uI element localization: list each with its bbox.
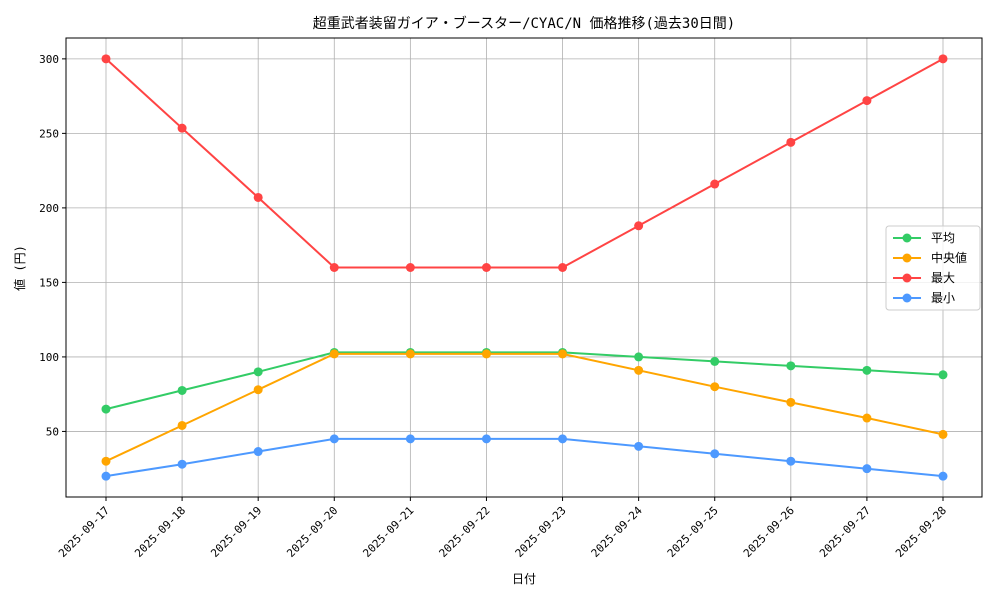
data-point bbox=[177, 459, 187, 469]
data-point bbox=[101, 456, 111, 466]
series-中央値 bbox=[101, 349, 948, 466]
data-point bbox=[558, 263, 568, 272]
data-point bbox=[405, 263, 415, 272]
data-point bbox=[101, 404, 111, 414]
x-tick-label: 2025-09-23 bbox=[513, 504, 569, 560]
series-line bbox=[105, 351, 944, 411]
x-tick-label: 2025-09-21 bbox=[360, 504, 416, 560]
series-最小 bbox=[101, 434, 948, 481]
data-point bbox=[862, 464, 872, 474]
x-tick-label: 2025-09-27 bbox=[817, 504, 873, 560]
grid-layer bbox=[66, 38, 982, 497]
x-tick-label: 2025-09-19 bbox=[208, 504, 264, 560]
x-tick-label: 2025-09-17 bbox=[56, 504, 112, 560]
legend-marker bbox=[902, 253, 912, 263]
data-point bbox=[786, 397, 796, 407]
data-point bbox=[710, 382, 720, 392]
data-point bbox=[177, 420, 187, 430]
y-axis-label: 値 (円) bbox=[12, 245, 27, 291]
data-point bbox=[405, 434, 415, 444]
x-tick-label: 2025-09-28 bbox=[893, 504, 949, 560]
data-point bbox=[634, 441, 644, 451]
data-point bbox=[253, 385, 263, 395]
data-point bbox=[481, 263, 491, 272]
series-最大 bbox=[101, 54, 948, 272]
y-tick-label: 200 bbox=[39, 202, 59, 215]
series-line bbox=[105, 437, 944, 478]
data-point bbox=[862, 96, 872, 106]
data-point bbox=[329, 263, 339, 272]
legend-label: 中央値 bbox=[931, 250, 967, 265]
data-point bbox=[786, 456, 796, 466]
data-point bbox=[558, 349, 568, 359]
data-point bbox=[786, 361, 796, 371]
data-point bbox=[329, 434, 339, 444]
data-point bbox=[177, 385, 187, 395]
data-point bbox=[253, 447, 263, 457]
data-point bbox=[710, 356, 720, 366]
plot-area-frame bbox=[65, 37, 983, 498]
data-point bbox=[710, 179, 720, 189]
data-point bbox=[405, 349, 415, 359]
data-point bbox=[862, 413, 872, 423]
data-point bbox=[481, 434, 491, 444]
data-point bbox=[938, 370, 948, 380]
series-line bbox=[105, 58, 944, 269]
data-point bbox=[938, 54, 948, 64]
data-point bbox=[177, 123, 187, 133]
data-point bbox=[786, 137, 796, 147]
data-point bbox=[101, 471, 111, 481]
x-tick-label: 2025-09-18 bbox=[132, 504, 188, 560]
data-point bbox=[862, 365, 872, 375]
chart-title: 超重武者装留ガイア・ブースター/CYAC/N 価格推移(過去30日間) bbox=[313, 15, 735, 32]
data-point bbox=[481, 349, 491, 359]
data-point bbox=[938, 429, 948, 439]
legend-label: 最大 bbox=[931, 271, 955, 285]
x-tick-label: 2025-09-26 bbox=[741, 504, 797, 560]
series-layer bbox=[101, 54, 948, 481]
x-tick-label: 2025-09-24 bbox=[589, 504, 645, 560]
data-point bbox=[101, 54, 111, 64]
data-point bbox=[710, 449, 720, 459]
legend-marker bbox=[902, 273, 912, 283]
x-tick-label: 2025-09-20 bbox=[284, 504, 340, 560]
data-point bbox=[634, 365, 644, 375]
axis-ticks: 2025-09-17 2025-09-18 2025-09-19 2025-09-20… bbox=[39, 53, 949, 560]
data-point bbox=[329, 349, 339, 359]
y-tick-label: 100 bbox=[39, 351, 59, 364]
legend-marker bbox=[902, 293, 912, 303]
y-tick-label: 150 bbox=[39, 276, 59, 289]
data-point bbox=[938, 471, 948, 481]
y-tick-label: 250 bbox=[39, 127, 59, 140]
x-axis-label: 日付 bbox=[512, 572, 536, 586]
x-tick-label: 2025-09-22 bbox=[437, 504, 493, 560]
legend-marker bbox=[902, 233, 912, 243]
data-point bbox=[253, 367, 263, 377]
legend-label: 平均 bbox=[931, 231, 955, 245]
legend-label: 最小 bbox=[931, 291, 955, 305]
series-line bbox=[105, 352, 944, 463]
data-point bbox=[634, 221, 644, 231]
data-point bbox=[634, 352, 644, 362]
y-tick-label: 50 bbox=[46, 425, 59, 438]
data-point bbox=[558, 434, 568, 444]
legend-frame bbox=[885, 225, 981, 311]
x-tick-label: 2025-09-25 bbox=[665, 504, 721, 560]
data-point bbox=[253, 192, 263, 202]
y-tick-label: 300 bbox=[39, 53, 59, 66]
